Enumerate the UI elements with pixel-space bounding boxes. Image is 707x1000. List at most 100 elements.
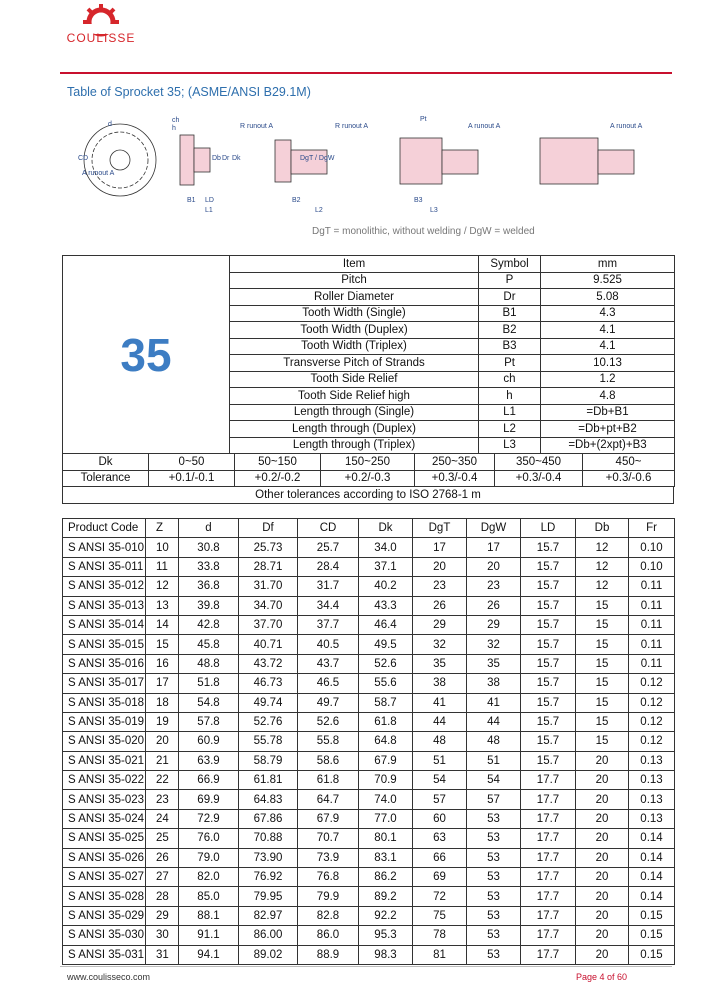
tolerance-cell: 0~50 <box>148 453 235 471</box>
product-row: S ANSI 35-030 30 91.1 86.00 86.0 95.3 78 53 17.7… <box>62 925 675 946</box>
spec-header-row: 35 Item Symbol mm <box>62 255 675 454</box>
product-cell: 17.7 <box>520 808 576 830</box>
product-column-header: d <box>178 517 239 539</box>
product-column-header: LD <box>520 517 576 539</box>
drawing-label: B3 <box>414 197 423 204</box>
spec-cell: 10.13 <box>540 354 675 372</box>
product-cell: 43.72 <box>238 653 298 675</box>
spec-cell: 4.1 <box>540 337 675 355</box>
tolerance-table: Dk 0~50 50~150 150~250 250~350 350~450 450~ Tol… <box>62 453 675 487</box>
product-cell: 17.7 <box>520 925 576 946</box>
spec-cell: =Db+pt+B2 <box>540 420 675 438</box>
product-column-header: Df <box>238 517 298 539</box>
product-cell: S ANSI 35-023 <box>62 789 146 810</box>
product-cell: 15.7 <box>520 556 576 578</box>
spec-cell: Tooth Side Relief <box>229 370 479 388</box>
spec-row: Tooth Side Relief high h 4.8 <box>63 387 675 405</box>
tolerance-row: Dk 0~50 50~150 150~250 250~350 350~450 450~ <box>62 453 675 471</box>
logo: COULISSE <box>67 4 136 45</box>
product-cell: 25 <box>145 828 179 849</box>
product-column-header: DgT <box>412 517 467 539</box>
product-cell: 66.9 <box>178 770 239 791</box>
product-cell: 0.14 <box>628 847 675 869</box>
product-row: S ANSI 35-026 26 79.0 73.90 73.9 83.1 66 53 17.7… <box>62 847 675 869</box>
product-cell: 17.7 <box>520 847 576 869</box>
product-cell: 25.73 <box>238 537 298 558</box>
product-cell: 20 <box>575 944 629 965</box>
product-cell: 44 <box>466 711 521 733</box>
product-cell: 61.8 <box>297 770 359 791</box>
product-cell: 0.11 <box>628 634 675 655</box>
footer-page: Page 4 of 60 <box>575 972 627 982</box>
product-cell: 54 <box>466 770 521 791</box>
spec-cell: P <box>478 271 541 289</box>
product-cell: S ANSI 35-020 <box>62 731 146 752</box>
product-cell: 53 <box>466 944 521 965</box>
product-cell: S ANSI 35-026 <box>62 847 146 869</box>
product-cell: 17.7 <box>520 905 576 927</box>
product-cell: 60.9 <box>178 731 239 752</box>
product-cell: 35 <box>466 653 521 675</box>
product-cell: 76.8 <box>297 867 359 888</box>
product-cell: 94.1 <box>178 944 239 965</box>
product-cell: 37.1 <box>358 556 413 578</box>
tolerance-cell: 150~250 <box>320 453 415 471</box>
product-cell: 57 <box>466 789 521 810</box>
product-cell: 28 <box>145 886 179 907</box>
spec-cell: Tooth Width (Duplex) <box>229 321 479 339</box>
product-cell: S ANSI 35-014 <box>62 614 146 636</box>
product-cell: 89.02 <box>238 944 298 965</box>
tolerance-cell: 450~ <box>582 453 675 471</box>
product-cell: 20 <box>575 750 629 772</box>
product-cell: 57 <box>412 789 467 810</box>
brand: COULISSE <box>67 31 136 45</box>
product-cell: 64.8 <box>358 731 413 752</box>
spec-row: Transverse Pitch of Strands Pt 10.13 <box>63 354 675 372</box>
product-cell: 57.8 <box>178 711 239 733</box>
product-row: S ANSI 35-011 11 33.8 28.71 28.4 37.1 20 20 15.7… <box>62 556 675 578</box>
product-cell: 54 <box>412 770 467 791</box>
spec-row: Tooth Side Relief ch 1.2 <box>63 370 675 388</box>
product-cell: 15 <box>575 653 629 675</box>
product-cell: 61.81 <box>238 770 298 791</box>
product-row: S ANSI 35-017 17 51.8 46.73 46.5 55.6 38 38 15.7… <box>62 673 675 694</box>
spec-column-header: Symbol <box>478 255 541 273</box>
product-cell: 0.11 <box>628 653 675 675</box>
product-row: S ANSI 35-013 13 39.8 34.70 34.4 43.3 26 26 15.7… <box>62 595 675 616</box>
product-cell: 29 <box>145 905 179 927</box>
product-cell: 27 <box>145 867 179 888</box>
product-cell: 15 <box>575 614 629 636</box>
product-row: S ANSI 35-024 24 72.9 67.86 67.9 77.0 60 53 17.7… <box>62 808 675 830</box>
tolerance-cell: +0.2/-0.2 <box>234 469 321 487</box>
product-cell: 53 <box>466 905 521 927</box>
product-row: S ANSI 35-016 16 48.8 43.72 43.7 52.6 35 35 15.7… <box>62 653 675 675</box>
product-row: S ANSI 35-023 23 69.9 64.83 64.7 74.0 57 57 17.7… <box>62 789 675 810</box>
product-cell: 18 <box>145 692 179 713</box>
product-cell: 51.8 <box>178 673 239 694</box>
product-cell: 88.1 <box>178 905 239 927</box>
product-cell: 73.90 <box>238 847 298 869</box>
product-cell: 21 <box>145 750 179 772</box>
spec-cell: Length through (Triplex) <box>229 436 479 454</box>
product-cell: 20 <box>575 905 629 927</box>
product-cell: 22 <box>145 770 179 791</box>
drawing-label: Db <box>212 155 221 162</box>
product-cell: 0.14 <box>628 828 675 849</box>
spec-column-header: mm <box>540 255 675 273</box>
product-cell: 40.2 <box>358 576 413 597</box>
product-cell: 20 <box>575 925 629 946</box>
product-cell: 20 <box>575 770 629 791</box>
product-cell: 15.7 <box>520 653 576 675</box>
spec-cell: Pitch <box>229 271 479 289</box>
product-row: S ANSI 35-015 15 45.8 40.71 40.5 49.5 32 32 15.7… <box>62 634 675 655</box>
product-cell: 25.7 <box>297 537 359 558</box>
product-cell: 78 <box>412 925 467 946</box>
product-cell: 12 <box>575 576 629 597</box>
spec-column-header: Item <box>229 255 479 273</box>
product-cell: 17 <box>466 537 521 558</box>
page-title: Table of Sprocket 35; (ASME/ANSI B29.1M) <box>67 85 311 99</box>
product-cell: 0.12 <box>628 673 675 694</box>
drawing-label: R runout A <box>335 123 368 130</box>
spec-cell: Dr <box>478 288 541 306</box>
